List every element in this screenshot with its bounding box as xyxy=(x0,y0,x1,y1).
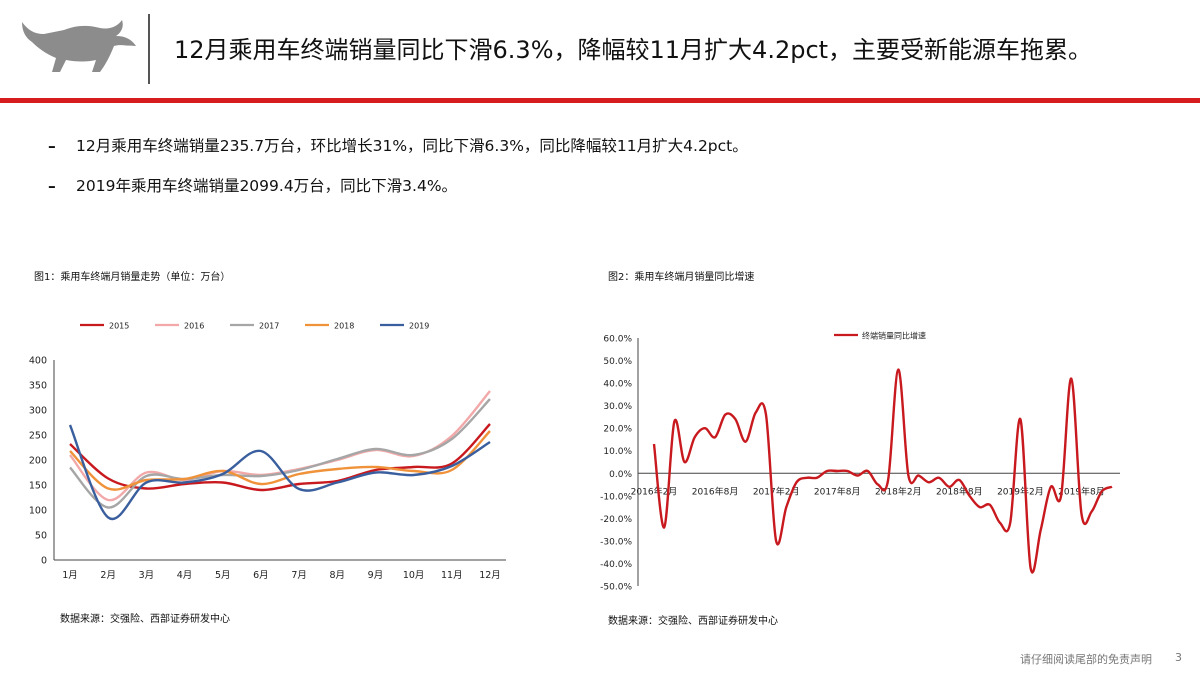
x-tick-label: 10月 xyxy=(403,570,425,581)
y-tick-label: 20.0% xyxy=(603,425,632,435)
x-tick-label: 11月 xyxy=(441,570,463,581)
x-tick-label: 2017年2月 xyxy=(753,485,800,497)
y-tick-label: 350 xyxy=(29,381,47,392)
y-tick-label: 30.0% xyxy=(603,402,632,412)
x-tick-label: 4月 xyxy=(177,570,193,581)
y-tick-label: 50 xyxy=(35,531,47,542)
figure-2-source: 数据来源：交强险、西部证券研发中心 xyxy=(608,616,778,627)
y-tick-label: -20.0% xyxy=(600,515,632,525)
legend-label: 终端销量同比增速 xyxy=(862,331,926,341)
figure-1-source: 数据来源：交强险、西部证券研发中心 xyxy=(60,614,230,625)
x-tick-label: 2016年8月 xyxy=(692,485,739,497)
x-tick-label: 6月 xyxy=(253,570,269,581)
header-red-rule xyxy=(0,98,1200,103)
page-number: 3 xyxy=(1175,651,1182,664)
legend-label: 2017 xyxy=(259,322,279,331)
bullet-item: – 2019年乘用车终端销量2099.4万台，同比下滑3.4%。 xyxy=(48,174,457,196)
bull-logo-icon xyxy=(22,20,136,72)
x-tick-label: 2016年2月 xyxy=(631,485,678,497)
series-line-2017 xyxy=(69,398,491,509)
bullet-text: 12月乘用车终端销量235.7万台，环比增长31%，同比下滑6.3%，同比降幅较… xyxy=(76,137,748,155)
y-tick-label: -40.0% xyxy=(600,560,632,570)
page-title: 12月乘用车终端销量同比下滑6.3%，降幅较11月扩大4.2pct，主要受新能源… xyxy=(174,36,1093,64)
y-tick-label: 200 xyxy=(29,456,47,467)
y-tick-label: 10.0% xyxy=(603,447,632,457)
series-line-2015 xyxy=(69,423,491,492)
y-tick-label: 250 xyxy=(29,431,47,442)
series-line-2019 xyxy=(68,424,491,521)
bullet-text: 2019年乘用车终端销量2099.4万台，同比下滑3.4%。 xyxy=(76,177,458,195)
x-tick-label: 12月 xyxy=(479,570,501,581)
x-tick-label: 2019年2月 xyxy=(997,485,1044,497)
yoy-growth-line-chart: 终端销量同比增速 60.0% 50.0% 40.0% 30.0% 20.0% 10.0% 0.… xyxy=(600,331,1120,593)
monthly-sales-line-chart: 2015 2016 2017 2018 2019 0 50 100 150 200 250 300 35… xyxy=(29,322,506,581)
y-tick-label: -50.0% xyxy=(600,583,632,593)
legend-label: 2016 xyxy=(184,322,204,331)
legend-label: 2015 xyxy=(109,322,129,331)
y-tick-label: 400 xyxy=(29,356,47,367)
series-line-yoy xyxy=(652,368,1113,574)
figure-2-caption: 图2：乘用车终端月销量同比增速 xyxy=(608,272,755,283)
series-line-2018 xyxy=(69,430,491,491)
x-tick-label: 2018年8月 xyxy=(936,485,983,497)
y-tick-label: 40.0% xyxy=(603,380,632,390)
x-tick-label: 5月 xyxy=(215,570,231,581)
figure-1-caption: 图1：乘用车终端月销量走势（单位：万台） xyxy=(34,272,231,283)
y-tick-label: -10.0% xyxy=(600,492,632,502)
x-tick-label: 2017年8月 xyxy=(814,485,861,497)
x-tick-label: 7月 xyxy=(291,570,307,581)
y-tick-label: 100 xyxy=(29,506,47,517)
x-tick-label: 2018年2月 xyxy=(875,485,922,497)
bullet-marker: – xyxy=(48,177,56,195)
y-tick-label: 300 xyxy=(29,406,47,417)
footer-disclaimer: 请仔细阅读尾部的免责声明 xyxy=(1020,653,1152,666)
y-tick-label: 150 xyxy=(29,481,47,492)
x-tick-label: 8月 xyxy=(329,570,345,581)
y-tick-label: 0.0% xyxy=(609,470,632,480)
title-divider xyxy=(148,14,150,84)
x-tick-label: 3月 xyxy=(139,570,155,581)
x-tick-label: 1月 xyxy=(62,570,78,581)
bullet-marker: – xyxy=(48,137,56,155)
bullet-item: – 12月乘用车终端销量235.7万台，环比增长31%，同比下滑6.3%，同比降幅… xyxy=(48,134,748,156)
y-tick-label: -30.0% xyxy=(600,537,632,547)
legend-label: 2019 xyxy=(409,322,429,331)
x-tick-label: 9月 xyxy=(368,570,384,581)
y-tick-label: 60.0% xyxy=(603,335,632,345)
x-tick-label: 2月 xyxy=(100,570,116,581)
y-tick-label: 50.0% xyxy=(603,357,632,367)
legend-label: 2018 xyxy=(334,322,354,331)
x-tick-label: 2019年8月 xyxy=(1058,485,1105,497)
y-tick-label: 0 xyxy=(41,556,47,567)
